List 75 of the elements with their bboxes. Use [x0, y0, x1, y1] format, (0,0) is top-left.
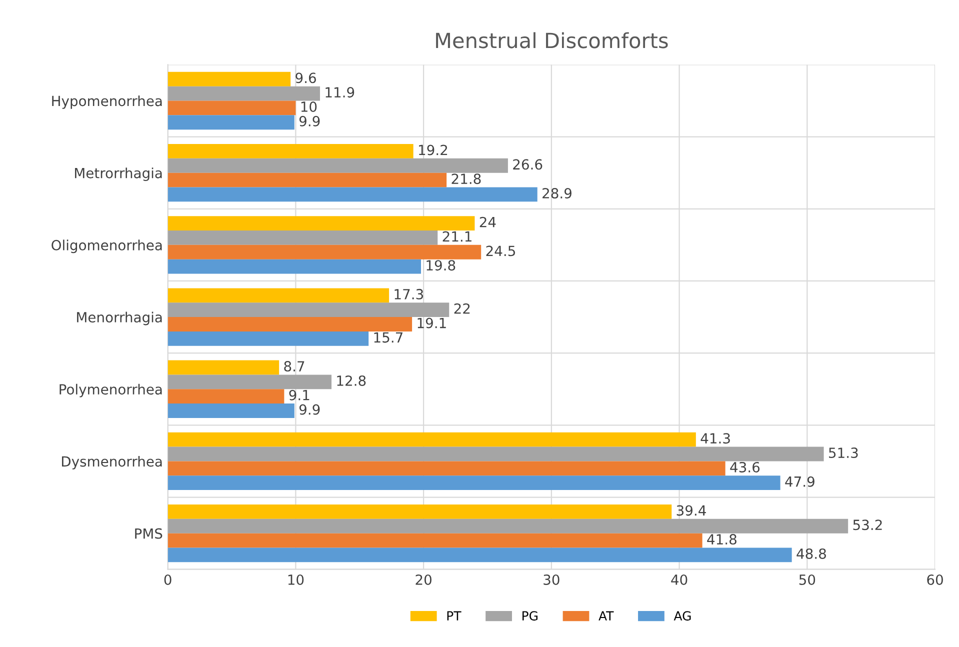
data-label: 19.8: [426, 260, 456, 271]
bar: [168, 518, 848, 534]
data-label: 19.2: [419, 144, 448, 156]
data-label: 19.1: [418, 318, 446, 328]
data-label: 51.3: [829, 448, 858, 458]
bar: [168, 288, 390, 303]
bar: [168, 432, 696, 447]
data-label: 11.9: [326, 87, 354, 98]
bar: [168, 115, 294, 130]
legend-label: AT: [598, 611, 614, 620]
data-label: 21.1: [442, 231, 472, 242]
data-label: 15.7: [374, 332, 402, 343]
y-tick-label: Dysmenorrhea: [62, 456, 162, 470]
data-label: 21.8: [452, 174, 481, 184]
legend-label: AG: [674, 611, 691, 621]
chart-title: Menstrual Discomforts: [436, 32, 668, 48]
bar: [168, 259, 421, 274]
bar: [168, 476, 780, 490]
bar: [168, 144, 414, 158]
data-label: 12.8: [337, 375, 366, 386]
x-tick-label: 30: [544, 574, 560, 585]
y-tick-label: Menorrhagia: [77, 312, 162, 326]
x-tick-label: 40: [671, 574, 688, 585]
data-label: 9.9: [299, 404, 320, 415]
bar: [168, 374, 332, 390]
x-tick-label: 60: [927, 574, 943, 585]
bar: [168, 158, 508, 173]
data-label: 17.3: [394, 288, 424, 300]
data-label: 9.9: [299, 116, 320, 126]
bar: [168, 404, 294, 418]
legend-label: PT: [447, 611, 462, 620]
data-label: 8.7: [284, 361, 304, 372]
data-label: 47.9: [785, 476, 814, 487]
bar: [168, 548, 792, 562]
data-label: 41.3: [700, 433, 730, 444]
bar: [168, 100, 296, 116]
bar: [168, 331, 369, 346]
bar: [168, 317, 412, 332]
bar: [168, 461, 726, 476]
data-label: 9.1: [289, 390, 310, 400]
data-label: 53.2: [853, 520, 882, 530]
data-label: 22: [454, 303, 470, 314]
y-tick-label: PMS: [135, 528, 162, 539]
bar: [168, 244, 482, 260]
x-tick-label: 10: [288, 574, 304, 585]
bar: [168, 504, 672, 519]
data-label: 43.6: [730, 462, 760, 472]
bar: [168, 302, 450, 318]
x-tick-label: 0: [164, 574, 172, 585]
bar: [168, 86, 320, 101]
y-tick-label: Metrorrhagia: [75, 168, 162, 182]
bar: [168, 230, 438, 245]
bar: [168, 72, 291, 86]
x-tick-label: 20: [416, 574, 432, 585]
data-label: 10: [301, 101, 317, 112]
data-label: 48.8: [796, 548, 826, 559]
x-tick-label: 50: [799, 574, 816, 585]
bar: [168, 533, 702, 548]
data-label: 28.9: [542, 188, 572, 198]
bar: [168, 216, 475, 231]
data-label: 39.4: [676, 505, 706, 516]
y-tick-label: Hypomenorrhea: [52, 95, 162, 109]
bar: [168, 187, 538, 202]
bar: [168, 389, 284, 404]
y-tick-label: Polymenorrhea: [60, 384, 162, 398]
data-label: 26.6: [513, 159, 542, 170]
legend-label: PG: [522, 611, 538, 621]
data-label: 24.5: [486, 246, 515, 256]
data-label: 24: [480, 216, 496, 228]
bar: [168, 360, 280, 375]
y-tick-label: Oligomenorrhea: [52, 240, 162, 254]
bar: [168, 172, 447, 188]
data-label: 9.6: [296, 72, 316, 84]
data-label: 41.8: [707, 534, 736, 545]
bar: [168, 446, 824, 462]
